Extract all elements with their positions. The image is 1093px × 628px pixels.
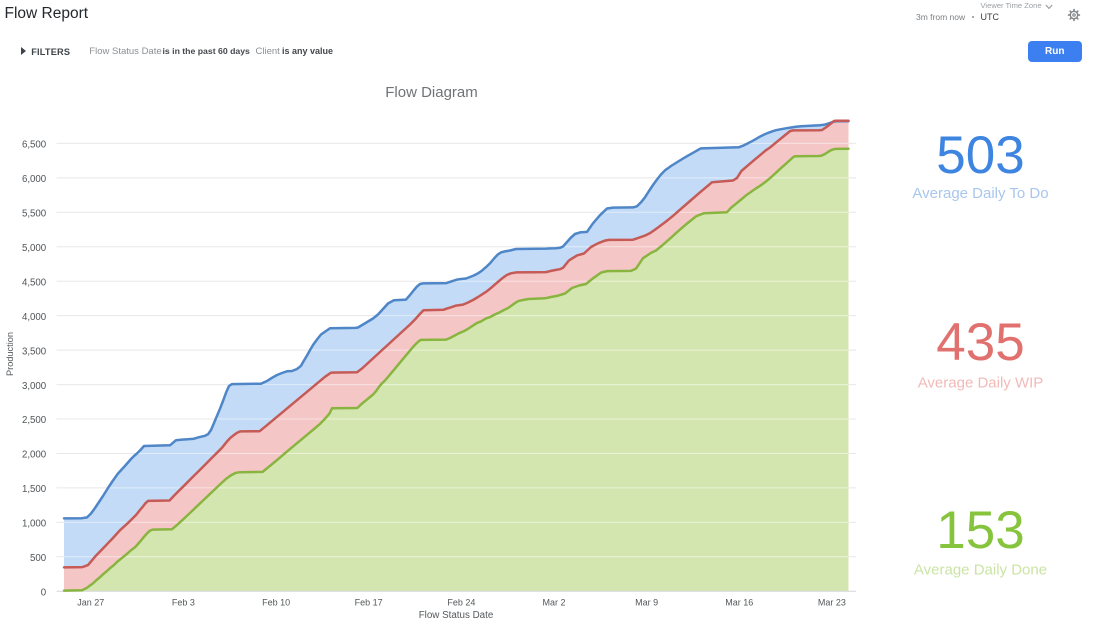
- svg-text:Production: Production: [5, 332, 15, 376]
- svg-text:Feb 17: Feb 17: [355, 598, 383, 608]
- svg-text:6,000: 6,000: [22, 174, 47, 185]
- svg-text:6,500: 6,500: [22, 140, 47, 151]
- svg-text:3,500: 3,500: [22, 346, 47, 357]
- svg-text:1,500: 1,500: [22, 484, 47, 495]
- svg-text:Mar 9: Mar 9: [635, 598, 658, 608]
- svg-text:4,500: 4,500: [22, 277, 47, 288]
- svg-text:2,500: 2,500: [22, 415, 47, 426]
- svg-text:503: 503: [936, 126, 1024, 185]
- svg-text:Jan 27: Jan 27: [77, 598, 104, 608]
- svg-text:2,000: 2,000: [22, 450, 47, 461]
- svg-text:Flow Diagram: Flow Diagram: [385, 84, 478, 101]
- svg-text:Average Daily To Do: Average Daily To Do: [912, 185, 1048, 202]
- svg-text:Feb 3: Feb 3: [172, 598, 195, 608]
- svg-text:4,000: 4,000: [22, 312, 47, 323]
- svg-text:Mar 2: Mar 2: [542, 598, 565, 608]
- svg-text:Flow Status Date: Flow Status Date: [419, 610, 494, 621]
- svg-text:500: 500: [30, 553, 47, 564]
- svg-text:5,000: 5,000: [22, 243, 47, 254]
- svg-text:Average Daily WIP: Average Daily WIP: [918, 375, 1044, 392]
- svg-text:5,500: 5,500: [22, 209, 47, 220]
- svg-text:1,000: 1,000: [22, 519, 47, 530]
- svg-text:Mar 16: Mar 16: [725, 598, 753, 608]
- svg-text:Mar 23: Mar 23: [818, 598, 846, 608]
- svg-text:Feb 24: Feb 24: [447, 598, 475, 608]
- svg-text:Feb 10: Feb 10: [262, 598, 290, 608]
- svg-text:435: 435: [936, 313, 1024, 372]
- svg-text:0: 0: [41, 588, 47, 599]
- svg-text:3,000: 3,000: [22, 381, 47, 392]
- svg-text:Average Daily Done: Average Daily Done: [914, 562, 1047, 579]
- svg-text:153: 153: [936, 501, 1024, 560]
